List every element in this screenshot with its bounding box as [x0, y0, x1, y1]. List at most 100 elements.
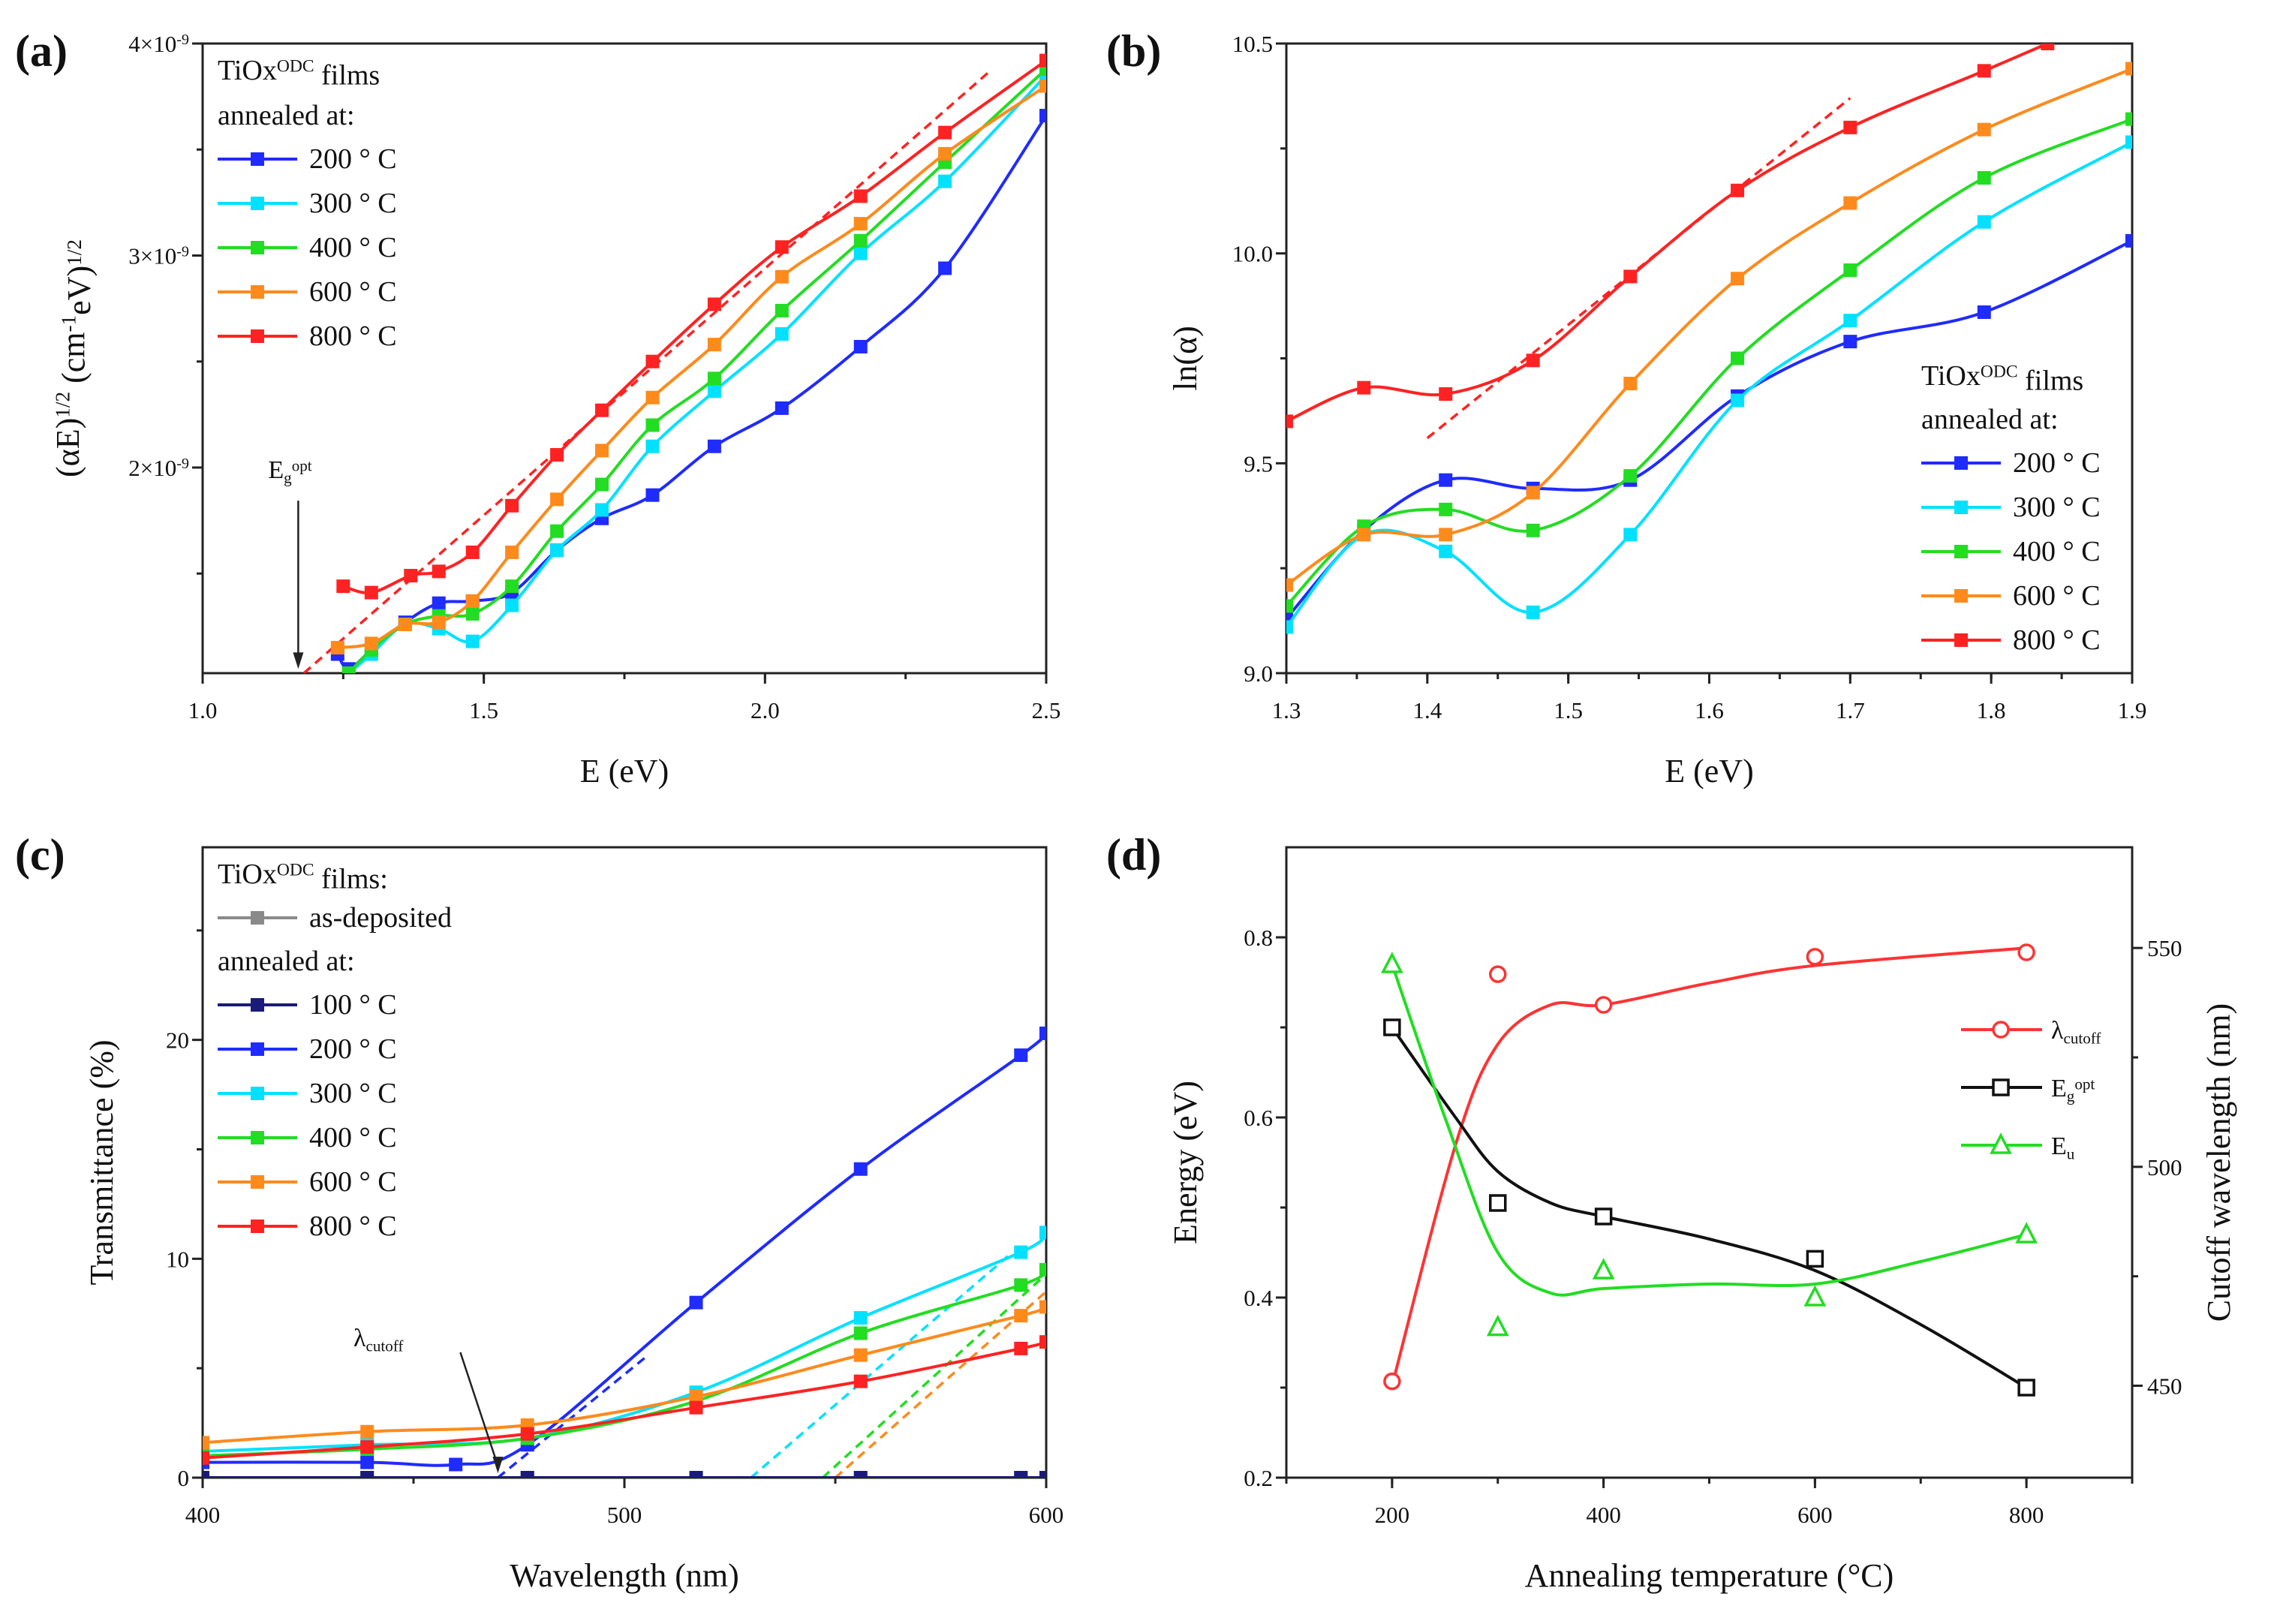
series-line	[1391, 1026, 2028, 1389]
data-point	[1623, 469, 1638, 483]
legend-entry-label: 300 ° C	[309, 188, 397, 219]
y-tick-label: 0.2	[1244, 1465, 1273, 1491]
data-point	[775, 269, 789, 284]
data-point	[203, 1471, 209, 1478]
data-point	[1014, 1048, 1028, 1063]
legend-entry-label: 800 ° C	[2013, 624, 2101, 656]
legend-title-part: TiOx	[1921, 360, 1981, 392]
data-point	[938, 174, 952, 188]
legend-title-part: films	[314, 59, 381, 91]
legend-entry-label: 300 ° C	[2013, 492, 2101, 523]
series-line	[336, 114, 1046, 671]
data-point	[1806, 1250, 1824, 1268]
series-0	[330, 109, 1046, 673]
data-point	[1623, 269, 1638, 284]
y-axis-label-right-part: Cutoff wavelength (nm)	[2200, 1003, 2237, 1322]
y-axis-label-part: (cm	[56, 332, 92, 392]
data-point	[689, 1295, 703, 1310]
annotation-label: Egopt	[268, 456, 311, 486]
y-right-tick-label: 450	[2147, 1373, 2182, 1400]
y-tick-base: 0.4	[1244, 1285, 1273, 1311]
series-line	[347, 74, 1046, 673]
data-point	[2125, 62, 2132, 76]
x-tick-label: 400	[1586, 1502, 1621, 1528]
data-point	[2125, 135, 2132, 149]
annotation-label-part: opt	[292, 457, 312, 475]
arrow-head-icon	[492, 1457, 504, 1474]
data-point	[689, 1390, 703, 1404]
y-tick-label: 10	[166, 1246, 189, 1272]
annotation-label-part: E	[268, 456, 284, 484]
data-point	[2125, 233, 2132, 248]
data-point	[336, 579, 350, 594]
data-point	[465, 594, 480, 608]
data-point	[1286, 599, 1293, 613]
data-point	[1526, 605, 1540, 619]
data-point	[1594, 1207, 1613, 1226]
legend-entry-label: 600 ° C	[2013, 580, 2101, 612]
data-point	[330, 641, 344, 655]
y-tick-base: 0.2	[1244, 1465, 1273, 1491]
y-tick-base: 9.0	[1244, 660, 1273, 687]
x-tick-label: 1.7	[1836, 697, 1865, 723]
x-axis-label: Wavelength (nm)	[510, 1557, 739, 1594]
y-axis-label-part: 1/2	[63, 239, 86, 266]
series-line	[1390, 946, 2027, 1387]
y-tick-exp: -9	[176, 243, 189, 260]
panel-label: (c)	[15, 830, 65, 880]
tangent-fit-line	[834, 1290, 1046, 1478]
y-tick-label: 0.8	[1244, 925, 1273, 951]
series-line	[203, 1032, 1046, 1467]
legend-entry-label-part: opt	[2074, 1075, 2095, 1093]
data-point	[1977, 305, 1991, 319]
legend-title-part: ODC	[1981, 362, 2018, 381]
y-axis-label-part: Energy (eV)	[1167, 1081, 1204, 1244]
legend-entry-label: 300 ° C	[309, 1078, 397, 1109]
data-point	[550, 543, 564, 558]
annotation-label: λcutoff	[353, 1325, 404, 1355]
data-point	[707, 338, 721, 352]
legend-marker	[1954, 633, 1968, 647]
data-point	[432, 564, 446, 579]
data-point	[689, 1400, 703, 1415]
data-point	[364, 585, 378, 600]
series-2	[1286, 112, 2132, 613]
data-point	[2125, 112, 2132, 126]
data-point	[1843, 263, 1857, 278]
y-tick-base: 3×10	[128, 242, 176, 269]
y-tick-exp: -9	[176, 32, 189, 48]
data-point	[1039, 62, 1046, 76]
tangent-fit-line	[821, 1273, 1046, 1478]
data-point	[938, 125, 952, 140]
y-tick-base: 20	[166, 1027, 189, 1054]
data-point	[1439, 502, 1453, 516]
x-tick-label: 1.0	[188, 697, 218, 723]
arrow-head-icon	[293, 652, 304, 669]
annotation-label-part: λ	[353, 1325, 366, 1352]
series-2	[1380, 952, 2038, 1337]
data-point	[595, 444, 609, 458]
series-line	[1390, 964, 2027, 1297]
data-point	[1843, 314, 1857, 328]
series-0	[1383, 943, 2035, 1391]
series-5	[203, 1300, 1046, 1450]
legend-entry-label: 400 ° C	[309, 232, 397, 263]
y-tick-label: 20	[166, 1027, 189, 1054]
legend-marker	[1992, 1078, 2010, 1096]
y-axis-label-right: Cutoff wavelength (nm)	[2200, 1003, 2237, 1322]
data-point	[203, 1451, 209, 1465]
data-point	[505, 498, 519, 513]
data-point	[360, 1471, 374, 1478]
legend-entry-label: 600 ° C	[309, 1166, 397, 1198]
plot-area	[1286, 44, 2132, 634]
data-point	[1383, 1372, 1401, 1391]
series-1	[341, 68, 1046, 673]
x-axis-label: E (eV)	[580, 753, 669, 789]
legend-marker	[1954, 589, 1968, 603]
y-tick-base: 9.5	[1244, 450, 1273, 477]
data-point	[775, 401, 789, 415]
legend-title-part: films:	[314, 863, 388, 895]
series-4	[336, 53, 1046, 600]
data-point	[645, 418, 660, 432]
